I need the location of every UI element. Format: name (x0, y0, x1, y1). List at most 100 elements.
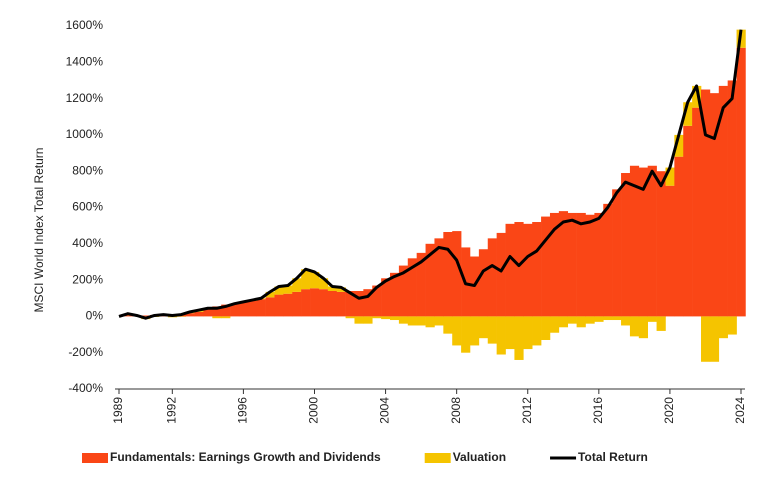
bar (683, 102, 693, 126)
bar (469, 316, 480, 346)
bar (683, 125, 693, 317)
bar (212, 316, 222, 319)
bar (541, 316, 551, 340)
bar (736, 47, 746, 317)
bar (514, 316, 524, 360)
bar (310, 288, 320, 317)
bar (558, 211, 569, 317)
y-tick-label: 600% (72, 200, 103, 214)
bar (718, 85, 728, 317)
bar (238, 301, 249, 317)
bar (425, 243, 435, 317)
bar (638, 167, 648, 317)
bar (310, 271, 320, 289)
bar (185, 313, 195, 317)
x-tick-label: 2008 (449, 397, 463, 424)
bar (594, 316, 604, 322)
x-tick-label: 1996 (236, 397, 250, 424)
x-tick-label: 2020 (662, 397, 676, 424)
bar (612, 189, 622, 317)
legend-item: Fundamentals: Earnings Growth and Divide… (82, 450, 381, 464)
bar (283, 293, 293, 317)
bar (434, 316, 444, 326)
bar (603, 316, 613, 321)
bar (505, 223, 515, 317)
y-tick-label: 800% (72, 163, 103, 177)
bar (443, 232, 453, 317)
bar (549, 212, 560, 317)
x-tick-label: 2012 (520, 397, 534, 424)
bar (647, 316, 657, 322)
bar (292, 291, 302, 317)
bar (345, 316, 355, 319)
bar (718, 316, 728, 339)
bar (265, 291, 275, 298)
bar (621, 173, 631, 317)
bar (523, 316, 533, 350)
y-tick-label: 400% (72, 236, 103, 250)
bar (363, 289, 373, 317)
bar (478, 249, 489, 317)
bar (514, 222, 524, 317)
y-tick-label: 0% (86, 309, 104, 323)
x-tick-label: 2000 (307, 397, 321, 424)
legend-swatch (424, 453, 451, 463)
bar (354, 290, 364, 317)
legend-label: Total Return (578, 450, 648, 464)
bar (327, 290, 337, 317)
bar (478, 316, 489, 339)
bar (665, 185, 675, 317)
bar (585, 214, 595, 317)
bar (123, 315, 133, 317)
line (118, 29, 743, 320)
bar (692, 107, 702, 317)
bar (567, 316, 577, 324)
bar (301, 289, 311, 317)
bar (327, 286, 337, 291)
bar (523, 223, 533, 317)
bar (638, 316, 648, 339)
bar (443, 316, 453, 334)
y-tick-label: -400% (68, 381, 103, 395)
bar (727, 316, 737, 335)
bar (487, 238, 497, 317)
bar (398, 265, 409, 317)
bar (221, 304, 231, 317)
y-tick-label: 1400% (66, 54, 104, 68)
bar (727, 80, 737, 317)
bar (301, 269, 311, 290)
bar (256, 299, 266, 317)
bar (425, 316, 435, 328)
bar (505, 316, 515, 350)
bar (549, 316, 560, 333)
y-tick-label: 200% (72, 272, 103, 286)
bar (354, 316, 364, 324)
bar (416, 252, 426, 317)
bar (674, 156, 684, 317)
bar (576, 316, 586, 328)
bar (452, 316, 462, 346)
bar (532, 222, 542, 317)
bar (390, 272, 400, 317)
bar (665, 167, 675, 186)
bar (576, 212, 586, 317)
y-tick-label: 1200% (66, 91, 104, 105)
bar (692, 85, 702, 108)
bar (292, 278, 302, 292)
bar (381, 316, 391, 320)
bar (336, 291, 346, 317)
bar (647, 165, 657, 317)
bar (398, 316, 409, 324)
bar (274, 294, 284, 317)
x-tick-label: 2016 (591, 397, 605, 424)
x-tick-label: 2004 (378, 397, 392, 424)
bar (416, 316, 426, 326)
bar (363, 316, 373, 324)
bar (461, 316, 471, 353)
bar (558, 316, 569, 328)
bar (407, 258, 417, 317)
y-tick-label: 1600% (66, 18, 104, 32)
legend-swatch (82, 453, 108, 463)
legend-label: Fundamentals: Earnings Growth and Divide… (110, 450, 381, 464)
